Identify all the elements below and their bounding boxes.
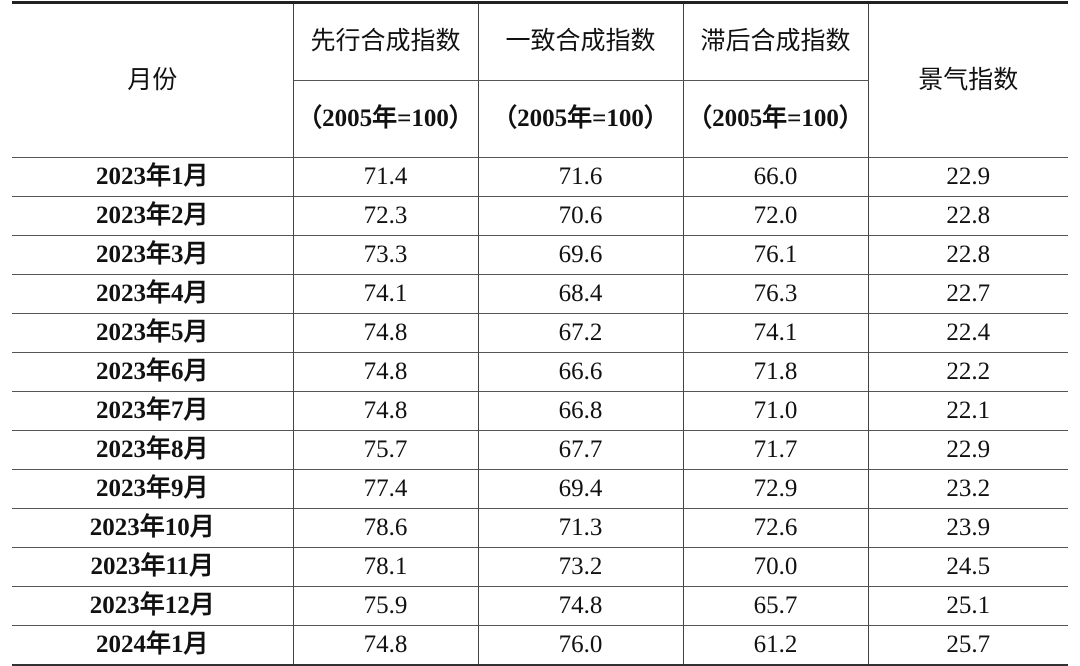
cell-lagging: 76.3 [682, 274, 869, 314]
cell-leading: 72.3 [292, 196, 479, 236]
cell-leading: 74.8 [292, 313, 479, 353]
header-lagging: 滞后合成指数 [682, 1, 869, 81]
cell-lagging: 72.0 [682, 196, 869, 236]
header-sentiment: 景气指数 [867, 1, 1068, 158]
cell-coincident: 66.8 [477, 391, 684, 431]
cell-month: 2023年5月 [12, 313, 294, 353]
cell-month: 2024年1月 [12, 625, 294, 666]
cell-sentiment: 22.8 [867, 196, 1068, 236]
cell-month: 2023年4月 [12, 274, 294, 314]
cell-month: 2023年7月 [12, 391, 294, 431]
cell-month: 2023年6月 [12, 352, 294, 392]
cell-sentiment: 22.2 [867, 352, 1068, 392]
header-month: 月份 [12, 1, 294, 158]
cell-coincident: 70.6 [477, 196, 684, 236]
cell-leading: 77.4 [292, 469, 479, 509]
cell-month: 2023年12月 [12, 586, 294, 626]
cell-leading: 78.6 [292, 508, 479, 548]
cell-month: 2023年10月 [12, 508, 294, 548]
cell-sentiment: 25.7 [867, 625, 1068, 666]
cell-sentiment: 23.2 [867, 469, 1068, 509]
header-leading-unit: （2005年=100） [293, 80, 479, 158]
cell-leading: 71.4 [292, 157, 479, 197]
cell-lagging: 65.7 [682, 586, 869, 626]
cell-sentiment: 22.1 [867, 391, 1068, 431]
cell-lagging: 66.0 [682, 157, 869, 197]
cell-coincident: 69.6 [477, 235, 684, 275]
cell-leading: 75.9 [292, 586, 479, 626]
cell-leading: 73.3 [292, 235, 479, 275]
cell-lagging: 71.0 [682, 391, 869, 431]
cell-lagging: 71.8 [682, 352, 869, 392]
cell-leading: 74.8 [292, 625, 479, 666]
cell-leading: 74.8 [292, 352, 479, 392]
cell-lagging: 70.0 [682, 547, 869, 587]
cell-coincident: 67.2 [477, 313, 684, 353]
header-coincident: 一致合成指数 [477, 1, 684, 81]
table-row: 2023年4月 74.1 68.4 76.3 22.7 [12, 274, 1068, 314]
cell-lagging: 74.1 [682, 313, 869, 353]
cell-coincident: 74.8 [477, 586, 684, 626]
cell-month: 2023年11月 [12, 547, 294, 587]
cell-sentiment: 22.4 [867, 313, 1068, 353]
table-row: 2023年8月 75.7 67.7 71.7 22.9 [12, 430, 1068, 470]
table-row: 2023年6月 74.8 66.6 71.8 22.2 [12, 352, 1068, 392]
table-row: 2023年12月 75.9 74.8 65.7 25.1 [12, 586, 1068, 626]
header-coincident-unit: （2005年=100） [477, 80, 684, 158]
cell-sentiment: 24.5 [867, 547, 1068, 587]
cell-coincident: 71.6 [477, 157, 684, 197]
cell-leading: 75.7 [292, 430, 479, 470]
cell-month: 2023年2月 [12, 196, 294, 236]
cell-coincident: 71.3 [477, 508, 684, 548]
cell-leading: 74.1 [292, 274, 479, 314]
table-row: 2023年10月 78.6 71.3 72.6 23.9 [12, 508, 1068, 548]
index-table: 月份 先行合成指数 一致合成指数 滞后合成指数 景气指数 （2005年=100）… [12, 1, 1068, 666]
table-row: 2023年1月 71.4 71.6 66.0 22.9 [12, 157, 1068, 197]
cell-coincident: 76.0 [477, 625, 684, 666]
cell-sentiment: 23.9 [867, 508, 1068, 548]
cell-leading: 78.1 [292, 547, 479, 587]
table-row: 2023年11月 78.1 73.2 70.0 24.5 [12, 547, 1068, 587]
table-row: 2023年2月 72.3 70.6 72.0 22.8 [12, 196, 1068, 236]
cell-lagging: 72.6 [682, 508, 869, 548]
table-row: 2023年7月 74.8 66.8 71.0 22.1 [12, 391, 1068, 431]
table-body: 2023年1月 71.4 71.6 66.0 22.9 2023年2月 72.3 70.6 72… [12, 157, 1068, 666]
cell-sentiment: 22.8 [867, 235, 1068, 275]
cell-month: 2023年1月 [12, 157, 294, 197]
table-row: 2024年1月 74.8 76.0 61.2 25.7 [12, 625, 1068, 666]
cell-sentiment: 25.1 [867, 586, 1068, 626]
cell-lagging: 61.2 [682, 625, 869, 666]
cell-coincident: 69.4 [477, 469, 684, 509]
header-leading: 先行合成指数 [292, 1, 479, 81]
table-row: 2023年9月 77.4 69.4 72.9 23.2 [12, 469, 1068, 509]
cell-coincident: 67.7 [477, 430, 684, 470]
cell-lagging: 72.9 [682, 469, 869, 509]
table-row: 2023年5月 74.8 67.2 74.1 22.4 [12, 313, 1068, 353]
cell-lagging: 71.7 [682, 430, 869, 470]
cell-leading: 74.8 [292, 391, 479, 431]
cell-month: 2023年8月 [12, 430, 294, 470]
cell-coincident: 68.4 [477, 274, 684, 314]
cell-month: 2023年3月 [12, 235, 294, 275]
cell-sentiment: 22.9 [867, 430, 1068, 470]
cell-lagging: 76.1 [682, 235, 869, 275]
cell-month: 2023年9月 [12, 469, 294, 509]
header-lagging-unit: （2005年=100） [682, 80, 868, 158]
cell-coincident: 66.6 [477, 352, 684, 392]
cell-sentiment: 22.9 [867, 157, 1068, 197]
cell-coincident: 73.2 [477, 547, 684, 587]
cell-sentiment: 22.7 [867, 274, 1068, 314]
table-row: 2023年3月 73.3 69.6 76.1 22.8 [12, 235, 1068, 275]
